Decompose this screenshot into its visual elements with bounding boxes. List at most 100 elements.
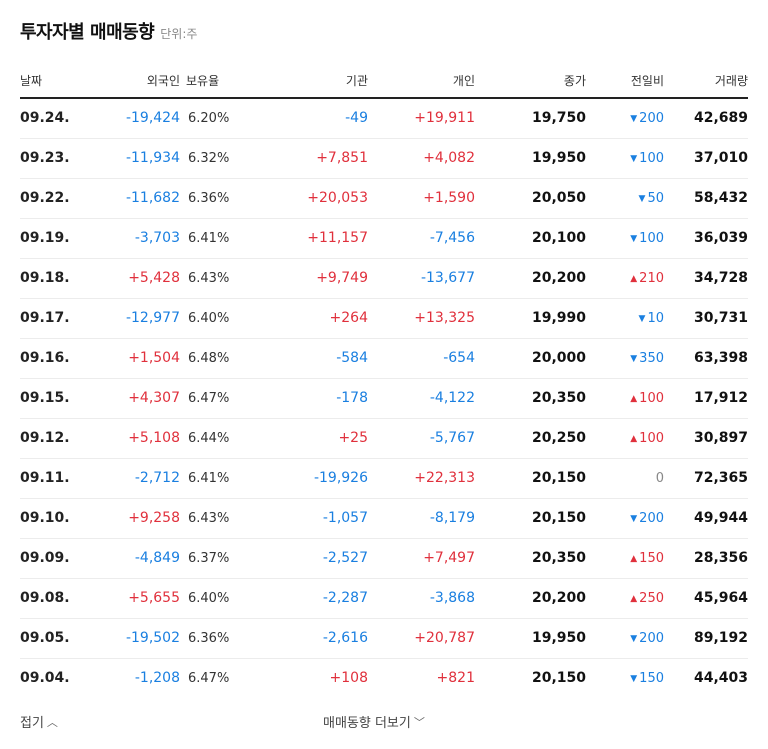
table-row: 09.22. -11,682 6.36% +20,053 +1,590 20,050 ▼ 50…: [20, 178, 748, 219]
cell-foreign: -3,703: [80, 218, 180, 259]
cell-close: 20,200: [475, 578, 586, 619]
cell-ownership: 6.36%: [180, 178, 270, 219]
cell-date: 09.12.: [20, 418, 80, 459]
table-row: 09.23. -11,934 6.32% +7,851 +4,082 19,950 ▼ 100…: [20, 138, 748, 179]
triangle-down-icon: ▼: [630, 353, 638, 364]
cell-date: 09.08.: [20, 578, 80, 619]
cell-volume: 63,398: [664, 338, 748, 379]
table-row: 09.10. +9,258 6.43% -1,057 -8,179 20,150 ▼ 200 4…: [20, 498, 748, 539]
investor-trading-table: 날짜 외국인 보유율 기관 개인 종가 전일비 거래량 09.24. -19,42…: [20, 64, 748, 698]
cell-ownership: 6.47%: [188, 670, 230, 686]
cell-ownership: 6.48%: [180, 338, 270, 379]
cell-institution: -2,527: [270, 538, 368, 579]
cell-ownership: 6.41%: [180, 458, 270, 499]
cell-individual: -654: [368, 338, 475, 379]
triangle-down-icon: ▼: [638, 313, 646, 324]
table-row: 09.12. +5,108 6.44% +25 -5,767 20,250 ▲ 100 30,8…: [20, 418, 748, 459]
cell-individual: +1,590: [368, 178, 475, 219]
table-body: 09.24. -19,424 6.20% -49 +19,911 19,750 ▼ 200 42…: [20, 98, 748, 698]
cell-ownership: 6.40%: [180, 578, 270, 619]
table-header-row: 날짜 외국인 보유율 기관 개인 종가 전일비 거래량: [20, 64, 748, 99]
cell-volume: 36,039: [664, 218, 748, 259]
change-value: 100: [639, 390, 664, 406]
cell-ownership: 6.43%: [180, 498, 270, 539]
change-value: 250: [639, 590, 664, 606]
cell-close: 20,250: [475, 418, 586, 459]
change-value: 150: [639, 670, 664, 686]
cell-change: ▲ 210: [586, 258, 664, 299]
cell-date: 09.17.: [20, 298, 80, 339]
cell-volume: 58,432: [664, 178, 748, 219]
more-trading-button[interactable]: 매매동향 더보기 ﹀: [323, 712, 425, 732]
cell-institution: +9,749: [270, 258, 368, 299]
cell-volume: 37,010: [664, 138, 748, 179]
cell-date: 09.22.: [20, 178, 80, 219]
change-value: 150: [639, 550, 664, 566]
cell-institution: +25: [270, 418, 368, 459]
table-row: 09.19. -3,703 6.41% +11,157 -7,456 20,100 ▼ 100…: [20, 218, 748, 259]
cell-individual: +19,911: [368, 98, 475, 139]
chevron-down-icon: ﹀: [413, 715, 425, 729]
cell-individual: -4,122: [368, 378, 475, 419]
change-value: 210: [639, 270, 664, 286]
cell-individual: +7,497: [368, 538, 475, 579]
cell-volume: 34,728: [664, 258, 748, 299]
table-row: 09.18. +5,428 6.43% +9,749 -13,677 20,200 ▲ 210…: [20, 258, 748, 299]
cell-change: ▲ 150: [586, 538, 664, 579]
cell-institution: +108: [329, 670, 368, 687]
cell-institution: -584: [270, 338, 368, 379]
cell-institution: -2,616: [270, 618, 368, 659]
cell-date: 09.10.: [20, 498, 80, 539]
cell-date: 09.05.: [20, 618, 80, 659]
cell-volume: 49,944: [664, 498, 748, 539]
cell-institution: -178: [270, 378, 368, 419]
unit-label: 단위:주: [160, 27, 198, 41]
cell-foreign: +5,108: [80, 418, 180, 459]
table-footer: 접기 ︿ 매매동향 더보기 ﹀: [20, 712, 748, 736]
fold-label: 접기: [20, 716, 44, 731]
cell-individual: -13,677: [368, 258, 475, 299]
col-header-change: 전일비: [586, 64, 664, 99]
chevron-up-icon: ︿: [46, 715, 58, 729]
cell-institution: +7,851: [270, 138, 368, 179]
cell-ownership: 6.44%: [180, 418, 270, 459]
cell-change: ▼ 150: [586, 658, 664, 698]
cell-foreign: -1,208: [134, 670, 180, 687]
cell-close: 20,200: [475, 258, 586, 299]
fold-button[interactable]: 접기 ︿: [20, 712, 58, 732]
cell-change: ▲ 250: [586, 578, 664, 619]
cell-volume: 72,365: [664, 458, 748, 499]
cell-volume: 44,403: [693, 670, 748, 687]
cell-ownership: 6.32%: [180, 138, 270, 179]
cell-close: 20,350: [475, 538, 586, 579]
triangle-down-icon: ▼: [630, 233, 638, 244]
cell-volume: 42,689: [664, 98, 748, 139]
cell-change: 0: [586, 458, 664, 499]
cell-date: 09.09.: [20, 538, 80, 579]
triangle-down-icon: ▼: [638, 193, 646, 204]
col-header-close: 종가: [475, 64, 586, 99]
cell-change: ▼ 10: [586, 298, 664, 339]
cell-foreign: +4,307: [80, 378, 180, 419]
change-value: 100: [639, 230, 664, 246]
cell-volume: 28,356: [664, 538, 748, 579]
cell-volume: 17,912: [664, 378, 748, 419]
cell-date: 09.15.: [20, 378, 80, 419]
cell-close: 20,000: [475, 338, 586, 379]
triangle-up-icon: ▲: [630, 553, 638, 564]
cell-change: ▼ 50: [586, 178, 664, 219]
triangle-up-icon: ▲: [630, 593, 638, 604]
cell-ownership: 6.40%: [180, 298, 270, 339]
cell-change: ▼ 200: [586, 498, 664, 539]
cell-ownership: 6.20%: [180, 98, 270, 139]
col-header-individual: 개인: [368, 64, 475, 99]
cell-date: 09.11.: [20, 458, 80, 499]
table-row: 09.09. -4,849 6.37% -2,527 +7,497 20,350 ▲ 150 2…: [20, 538, 748, 579]
cell-institution: -2,287: [270, 578, 368, 619]
cell-volume: 30,897: [664, 418, 748, 459]
more-trading-label: 매매동향 더보기: [323, 716, 411, 731]
cell-close: 19,990: [475, 298, 586, 339]
change-value: 100: [639, 430, 664, 446]
table-row: 09.11. -2,712 6.41% -19,926 +22,313 20,150 0 72…: [20, 458, 748, 499]
cell-foreign: +9,258: [80, 498, 180, 539]
